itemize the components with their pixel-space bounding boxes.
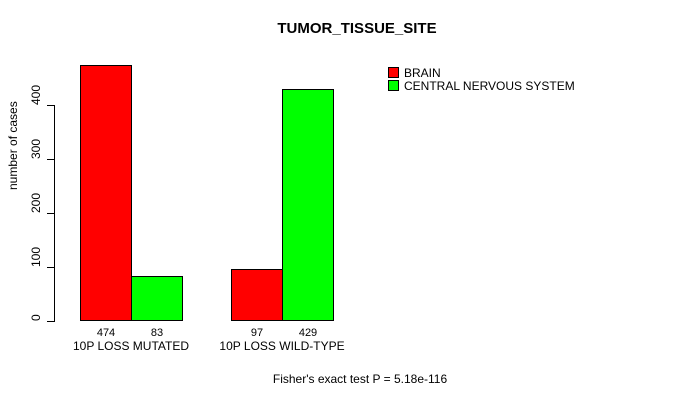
legend-label: BRAIN — [404, 65, 441, 80]
legend-swatch-icon — [388, 80, 399, 91]
bar-value-label: 474 — [96, 327, 116, 339]
y-axis-tick — [47, 159, 54, 160]
bar-value-label: 429 — [298, 327, 318, 339]
chart-title: TUMOR_TISSUE_SITE — [277, 20, 437, 37]
bar-value-label: 97 — [250, 327, 264, 339]
bar-central-nervous-system-10p-loss-wild-type — [282, 89, 334, 321]
y-axis-tick — [47, 267, 54, 268]
legend-item-brain: BRAIN — [388, 65, 575, 80]
legend-item-central-nervous-system: CENTRAL NERVOUS SYSTEM — [388, 78, 575, 93]
bar-central-nervous-system-10p-loss-mutated — [131, 276, 183, 321]
bar-brain-10p-loss-wild-type — [231, 269, 283, 321]
y-axis-tick — [47, 105, 54, 106]
category-label-10p-loss-wild-type: 10P LOSS WILD-TYPE — [219, 339, 345, 353]
y-axis-tick — [47, 321, 54, 322]
legend-swatch-icon — [388, 67, 399, 78]
bar-brain-10p-loss-mutated — [80, 65, 132, 321]
category-label-10p-loss-mutated: 10P LOSS MUTATED — [72, 339, 190, 353]
y-axis-line — [54, 105, 55, 322]
bar-value-label: 83 — [150, 327, 164, 339]
legend-label: CENTRAL NERVOUS SYSTEM — [404, 78, 575, 93]
y-axis-tick — [47, 213, 54, 214]
legend: BRAIN CENTRAL NERVOUS SYSTEM — [388, 65, 575, 93]
footer-stat-text: Fisher's exact test P = 5.18e-116 — [272, 372, 448, 386]
